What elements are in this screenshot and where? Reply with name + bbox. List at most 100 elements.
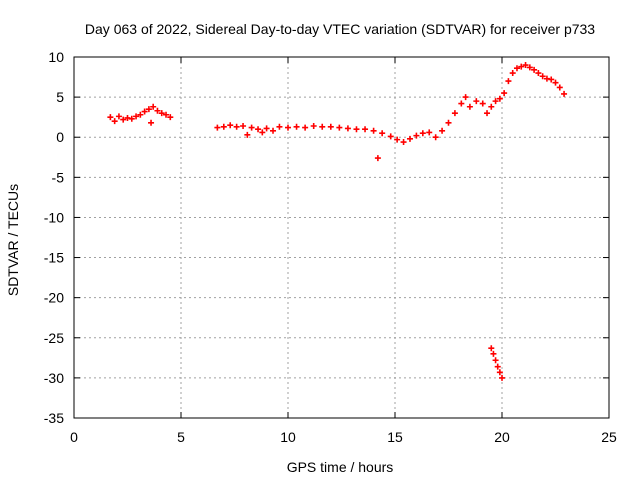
data-point <box>167 114 174 121</box>
y-tick-label: -10 <box>44 209 64 225</box>
data-point <box>327 123 334 130</box>
data-point <box>133 113 140 120</box>
data-point <box>526 64 533 71</box>
data-point <box>244 131 251 138</box>
data-point <box>120 116 127 123</box>
data-point <box>353 126 360 133</box>
data-point <box>141 108 148 115</box>
data-point <box>248 124 255 131</box>
data-point <box>115 113 122 120</box>
data-point <box>492 357 499 364</box>
axis-ticks: 0 5 10 15 20 25 10 5 0 -5 -10 -15 -20 -25 -30 -35 <box>44 49 617 445</box>
data-point <box>466 103 473 110</box>
y-tick-label: 5 <box>56 89 64 105</box>
data-point <box>501 90 508 97</box>
data-point <box>492 98 499 105</box>
data-point <box>539 73 546 80</box>
data-point <box>484 110 491 117</box>
data-point <box>505 78 512 85</box>
x-tick-label: 15 <box>387 429 403 445</box>
data-point <box>233 123 240 130</box>
data-point <box>473 98 480 105</box>
data-point <box>543 75 550 82</box>
data-point <box>479 100 486 107</box>
data-point <box>128 115 135 122</box>
data-point <box>451 110 458 117</box>
data-point <box>145 106 152 113</box>
y-tick-label: -35 <box>44 410 64 426</box>
data-point <box>432 134 439 141</box>
data-point <box>111 118 118 125</box>
data-points <box>107 62 568 381</box>
data-point <box>214 124 221 131</box>
data-point <box>124 114 131 121</box>
data-point <box>107 114 114 121</box>
data-point <box>148 119 155 126</box>
x-axis-label: GPS time / hours <box>287 459 394 475</box>
data-point <box>496 95 503 102</box>
data-point <box>413 132 420 139</box>
x-tick-label: 10 <box>280 429 296 445</box>
data-point <box>276 123 283 130</box>
data-point <box>488 345 495 352</box>
data-point <box>518 63 525 70</box>
data-point <box>513 65 520 72</box>
data-point <box>379 130 386 137</box>
data-point <box>362 126 369 133</box>
data-point <box>394 136 401 143</box>
x-tick-label: 5 <box>177 429 185 445</box>
data-point <box>458 100 465 107</box>
data-point <box>488 103 495 110</box>
data-point <box>426 129 433 136</box>
data-point <box>220 123 227 130</box>
y-tick-label: -15 <box>44 250 64 266</box>
data-point <box>556 84 563 91</box>
data-point <box>163 111 170 118</box>
data-point <box>462 94 469 101</box>
data-point <box>548 76 555 83</box>
series-segment-1 <box>107 103 174 126</box>
data-point <box>490 350 497 357</box>
data-point <box>374 155 381 162</box>
chart-title: Day 063 of 2022, Sidereal Day-to-day VTE… <box>85 21 595 37</box>
data-point <box>419 130 426 137</box>
data-point <box>302 124 309 131</box>
y-axis-label: SDTVAR / TECUs <box>5 184 21 296</box>
y-tick-label: -25 <box>44 330 64 346</box>
data-point <box>263 125 270 132</box>
data-point <box>499 374 505 381</box>
data-point <box>270 127 277 134</box>
series-segment-3 <box>432 62 568 141</box>
data-point <box>400 139 407 146</box>
data-point <box>406 135 413 142</box>
x-tick-label: 25 <box>601 429 617 445</box>
data-point <box>319 123 326 130</box>
data-point <box>370 127 377 134</box>
data-point <box>445 119 452 126</box>
data-point <box>522 62 529 69</box>
y-tick-label: -5 <box>52 169 65 185</box>
data-point <box>285 124 291 131</box>
y-tick-label: 10 <box>48 49 64 65</box>
data-point <box>531 66 538 73</box>
data-point <box>509 70 516 77</box>
data-point <box>227 122 234 129</box>
data-point <box>535 70 542 77</box>
data-point <box>336 124 343 131</box>
y-tick-label: -30 <box>44 370 64 386</box>
data-point <box>439 127 446 134</box>
data-point <box>387 133 394 140</box>
data-point <box>496 369 503 376</box>
data-point <box>240 122 247 129</box>
data-point <box>561 90 568 97</box>
y-tick-label: 0 <box>56 129 64 145</box>
data-point <box>494 363 501 370</box>
data-point <box>158 110 165 117</box>
x-tick-label: 20 <box>494 429 510 445</box>
data-point <box>344 125 351 132</box>
grid <box>74 57 609 418</box>
x-tick-label: 0 <box>70 429 78 445</box>
series-segment-2 <box>214 122 433 162</box>
data-point <box>259 129 266 136</box>
